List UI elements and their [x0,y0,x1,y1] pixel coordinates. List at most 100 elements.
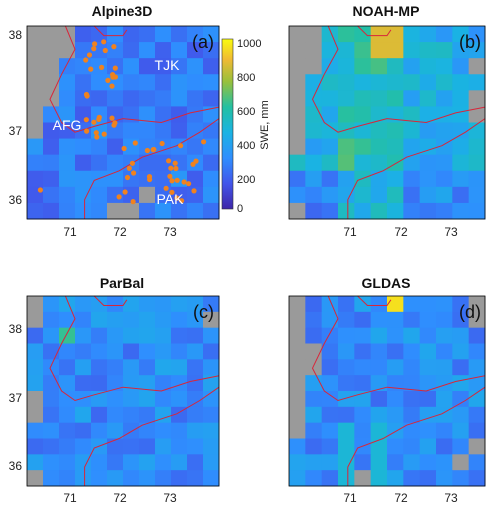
heatmap-cell [107,296,124,313]
country-border [357,295,392,306]
station-marker [94,134,100,140]
heatmap-cell [387,406,404,424]
heatmap-cell [321,58,339,75]
heatmap-cell [59,170,76,188]
heatmap-cell [203,470,220,487]
heatmap-cell [289,406,306,424]
heatmap-cell [139,422,156,439]
heatmap-cell [59,122,76,140]
heatmap-cell [403,170,421,188]
heatmap-cell [321,438,339,455]
heatmap-cell [289,327,306,344]
station-marker [84,93,90,99]
heatmap-cell [75,327,92,344]
heatmap-cell [354,470,372,487]
heatmap-cell [452,170,470,188]
country-border [93,295,128,306]
station-marker [105,77,111,83]
heatmap-cell [203,406,220,424]
heatmap-cell [387,154,404,172]
heatmap-cell [419,58,437,75]
heatmap-cell [321,90,339,107]
heatmap-cell [123,74,140,91]
station-marker [159,140,165,147]
heatmap-cell [203,327,220,344]
heatmap-cell [155,122,172,140]
heatmap-cell [91,343,108,360]
heatmap-cell [452,343,470,360]
heatmap-cell [338,202,355,220]
heatmap-cell [27,170,44,188]
heatmap-cell [305,58,323,75]
heatmap-cell [468,122,486,140]
heatmap-cell [387,202,404,220]
heatmap-cell [289,26,306,43]
country-border [311,295,486,402]
heatmap-cell [155,202,172,220]
heatmap-cell [27,106,44,123]
heatmap-cell [171,42,188,59]
heatmap-cell [338,296,355,313]
heatmap-cell [387,90,404,107]
heatmap-cell [354,58,372,75]
heatmap-cell [139,122,156,140]
heatmap-cell [387,327,404,344]
heatmap-cell [91,470,108,487]
heatmap-cell [203,422,220,439]
heatmap-cell [419,26,437,43]
heatmap-cell [387,42,404,59]
colorbar: 1000 800 600 400 200 0 SWE, mm [221,38,271,215]
station-marker [121,145,127,152]
heatmap-cell [419,438,437,455]
heatmap-cell [403,186,421,204]
country-border [311,25,486,133]
heatmap-cell [387,170,404,188]
colorbar-tick: 600 [237,106,255,118]
heatmap-cell [436,74,453,91]
heatmap-cell [289,106,306,123]
heatmap-cell [107,327,124,344]
heatmap-cell [289,296,306,313]
heatmap-cell [171,470,188,487]
heatmap-cell [43,122,60,140]
heatmap-cell [321,327,339,344]
station-marker [84,128,90,134]
heatmap-cell [338,359,355,376]
heatmap-cell [155,296,172,313]
heatmap-cell [187,90,204,107]
heatmap-cell [321,186,339,204]
heatmap-cell [59,343,76,360]
heatmap-cell [305,106,323,123]
station-marker [109,115,115,121]
heatmap-cell [321,106,339,123]
heatmap-cell [59,311,76,329]
heatmap-cell [338,375,355,392]
heatmap-cell [452,438,470,455]
heatmap-cell [436,202,453,220]
station-marker [83,117,89,123]
heatmap-cell [43,454,60,471]
y-tick: 38 [9,322,23,336]
heatmap-cell [354,454,372,471]
heatmap-cell [123,42,140,59]
heatmap-cell [187,327,204,344]
heatmap-cell [91,406,108,424]
heatmap-cell [321,138,339,156]
heatmap-cell [139,154,156,172]
heatmap-cell [203,186,220,204]
heatmap-cell [452,202,470,220]
heatmap-cell [27,391,44,408]
heatmap-cell [338,343,355,360]
station-marker [101,131,107,137]
country-border [347,386,486,486]
heatmap-cell [171,375,188,392]
heatmap-cell [155,327,172,344]
heatmap-cell [338,422,355,439]
heatmap-cell [43,438,60,455]
station-marker [83,57,89,63]
heatmap-cell [123,90,140,107]
heatmap-cell [289,170,306,188]
heatmap-cell [452,375,470,392]
heatmap-cell [27,138,44,156]
heatmap-cell [436,42,453,59]
